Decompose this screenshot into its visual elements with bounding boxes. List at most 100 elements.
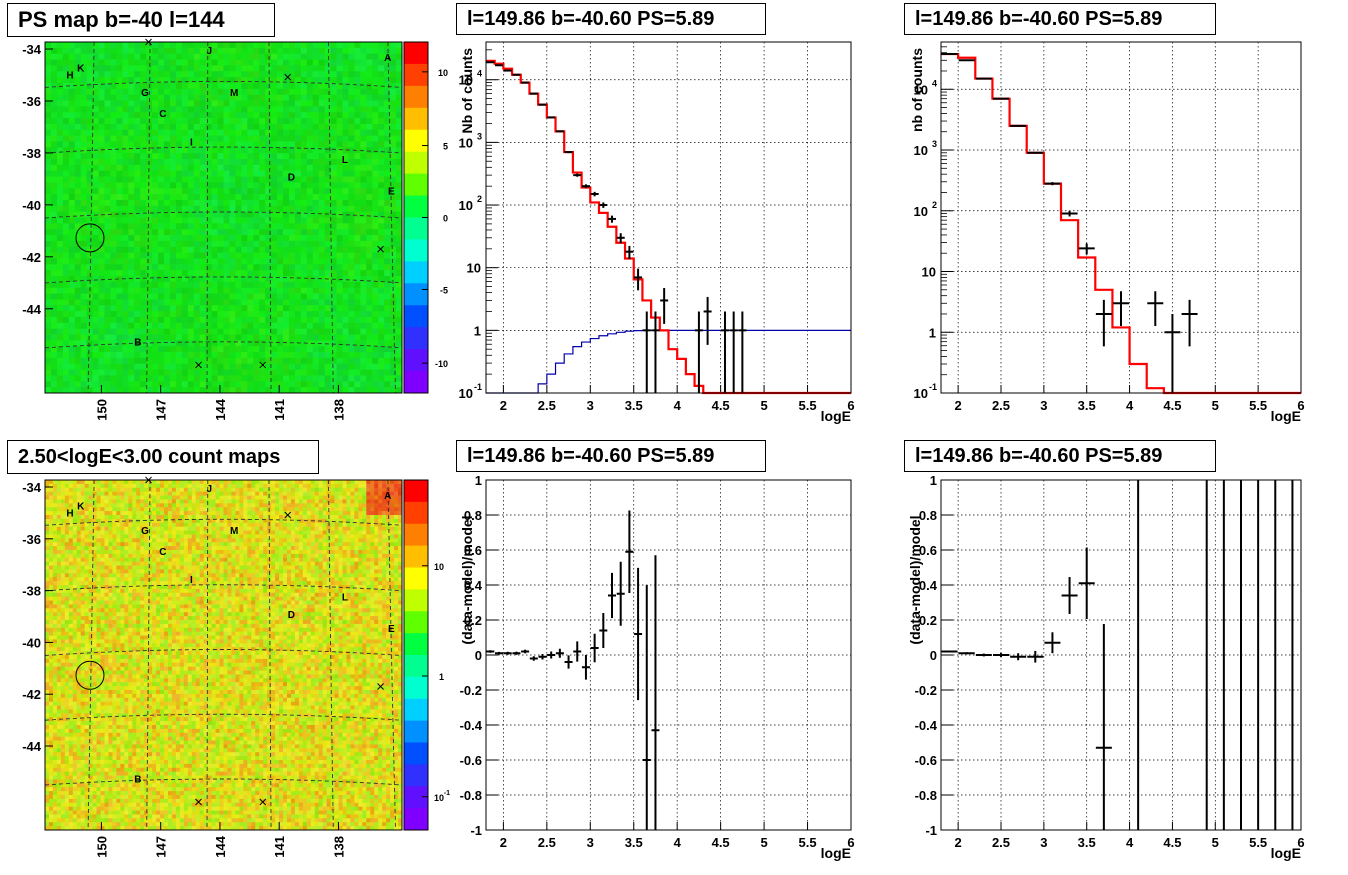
ps-map-pixel [241, 123, 248, 131]
ps-map-pixel [45, 264, 52, 271]
ps-map-pixel [128, 65, 135, 72]
ps-map-pixel [265, 264, 272, 271]
ps-map-pixel [68, 170, 76, 177]
ps-map-pixel [134, 205, 141, 213]
ps-map-pixel [277, 112, 284, 119]
ps-map-pixel [181, 311, 189, 318]
ps-map-pixel [116, 164, 123, 172]
ps-map-pixel [378, 135, 385, 142]
count-map-pixel [45, 507, 50, 512]
ps-map-pixel [146, 258, 153, 265]
ps-map-pixel [158, 352, 165, 359]
ps-map-pixel [86, 42, 93, 49]
count-map-pixel [338, 491, 343, 496]
ps-map-pixel [235, 229, 242, 236]
ps-map-pixel [122, 270, 129, 277]
ps-map-pixel [146, 363, 153, 370]
count-map-pixel [219, 487, 224, 493]
ps-map-pixel [384, 153, 391, 160]
count-map-pixel [179, 511, 185, 516]
count-map-pixel [156, 511, 161, 516]
count-map-pixel [80, 487, 86, 493]
ps-map-pixel [294, 129, 302, 136]
ps-map-pixel [354, 252, 361, 259]
ps-map-pixel [300, 240, 308, 248]
count-map-pixel [108, 495, 113, 500]
ps-map-pixel [45, 287, 52, 294]
ps-map-pixel [169, 199, 177, 207]
ps-map-pixel [318, 182, 326, 189]
count-map-pixel [366, 495, 371, 500]
count-map-pixel [243, 511, 248, 516]
ps-map-pixel [384, 258, 391, 265]
ps-map-pixel [193, 311, 201, 318]
ps-map-pixel [50, 311, 58, 318]
ps-map-pixel [318, 217, 326, 224]
count-map-pixel [48, 515, 54, 520]
ps-map-pixel [312, 264, 320, 271]
count-map-pixel [100, 491, 105, 496]
ps-map-pixel [80, 276, 88, 283]
ps-map-pixel [169, 299, 177, 306]
count-map-pixel [144, 515, 149, 520]
ps-map-pixel [74, 381, 82, 388]
ps-map-pixel [241, 94, 248, 101]
ps-map-pixel [283, 352, 290, 359]
ps-map-pixel [360, 170, 367, 177]
ps-map-pixel [74, 357, 82, 365]
count-map-pixel [275, 495, 280, 500]
count-map-pixel [398, 503, 403, 508]
ps-map-pixel [396, 112, 403, 119]
ps-map-pixel [306, 293, 314, 300]
ps-map-pixel [62, 123, 70, 131]
ps-map-pixel [68, 240, 76, 248]
count-map-pixel [92, 515, 97, 520]
residual-panel-1-ytick-label: -1 [470, 823, 482, 838]
count-map-pixel [45, 515, 50, 520]
ps-map-pixel [50, 123, 58, 131]
ps-map-pixel [68, 47, 76, 55]
count-map-pixel [318, 491, 324, 496]
ps-map-pixel [259, 42, 266, 49]
ps-map-pixel [330, 141, 337, 148]
ps-map-pixel [86, 375, 93, 382]
ps-map-pixel [247, 375, 254, 382]
ps-map-pixel [318, 123, 326, 131]
ps-map-pixel [50, 170, 58, 177]
ps-map-pixel [56, 311, 64, 318]
ps-map-pixel [253, 100, 260, 107]
ps-map-pixel [56, 159, 64, 166]
ps-map-pixel [259, 53, 266, 60]
ps-map-pixel [336, 240, 343, 248]
ps-map-pixel [217, 71, 224, 78]
ps-map-pixel [348, 346, 355, 353]
ps-map-pixel [288, 159, 296, 166]
ps-map-pixel [342, 118, 349, 125]
count-map-pixel [370, 480, 375, 485]
ps-map-pixel [348, 311, 355, 318]
ps-map-pixel [235, 217, 242, 224]
ps-map-pixel [68, 334, 76, 341]
ps-map-pixel [134, 53, 141, 60]
ps-map-pixel [253, 387, 260, 394]
ps-map-pixel [98, 235, 105, 242]
ps-map-pixel [175, 246, 183, 253]
count-map-pixel [279, 495, 284, 500]
ps-map-pixel [175, 217, 183, 224]
count-map-pixel [390, 480, 395, 485]
ps-map-pixel [68, 381, 76, 388]
count-map-pixel [358, 499, 363, 504]
ps-map-pixel [74, 129, 82, 136]
ps-map-pixel [86, 53, 93, 60]
ps-map-pixel [122, 235, 129, 242]
count-map-pixel [156, 491, 161, 496]
count-map-pixel [52, 491, 58, 496]
ps-map-pixel [384, 240, 391, 248]
ps-map-pixel [288, 258, 296, 265]
ps-map-pixel [265, 381, 272, 388]
count-map-pixel [286, 495, 292, 500]
count-map-pixel [378, 511, 383, 516]
count-map-pixel [255, 503, 260, 508]
ps-map-pixel [294, 334, 302, 341]
ps-map-pixel [146, 223, 153, 230]
